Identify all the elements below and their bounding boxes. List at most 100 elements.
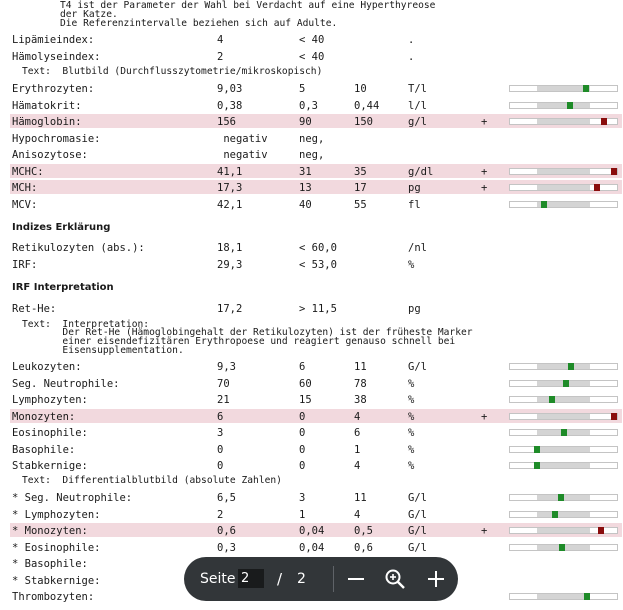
plus-icon xyxy=(428,571,444,587)
lab-name: Anisozytose: xyxy=(12,149,88,161)
range-bar xyxy=(509,527,618,534)
range-bar xyxy=(509,85,618,92)
lab-unit: pg xyxy=(408,303,421,315)
lab-flag: + xyxy=(481,525,488,537)
lab-unit: G/l xyxy=(408,541,427,554)
lab-name: * Eosinophile: xyxy=(12,541,101,554)
lab-unit: % xyxy=(408,410,415,423)
value-marker xyxy=(552,510,559,518)
reference-range xyxy=(536,397,591,402)
lab-ref-high: 11 xyxy=(354,492,367,504)
lab-unit: G/l xyxy=(408,525,427,537)
lab-value: 6 xyxy=(217,410,224,423)
lab-ref-low: < 40 xyxy=(299,34,325,46)
lab-value: 18,1 xyxy=(217,242,243,254)
lab-ref-low: > 11,5 xyxy=(299,303,337,315)
value-marker xyxy=(611,412,617,420)
lab-unit: G/l xyxy=(408,508,427,521)
fit-page-button[interactable] xyxy=(381,565,409,593)
lab-ref-high: 38 xyxy=(354,394,367,406)
lab-unit: pg xyxy=(408,182,421,194)
zoom-out-button[interactable] xyxy=(342,565,370,593)
pdf-toolbar: Seite / 2 xyxy=(184,557,458,601)
reference-range xyxy=(536,185,591,190)
lab-unit: G/l xyxy=(408,361,427,373)
lab-value: 17,2 xyxy=(217,303,243,315)
lab-value: 17,3 xyxy=(217,182,243,194)
reference-range xyxy=(536,364,591,369)
value-marker xyxy=(562,379,569,387)
lab-name: Seg. Neutrophile: xyxy=(12,377,120,390)
lab-ref-low: 0 xyxy=(299,460,306,472)
range-bar xyxy=(509,445,618,453)
minus-icon xyxy=(348,578,364,580)
lab-value: 4 xyxy=(217,34,224,46)
lab-ref-low: 0,3 xyxy=(299,99,318,112)
lab-name: MCV: xyxy=(12,198,38,211)
page-number-input[interactable] xyxy=(238,569,264,588)
range-bar xyxy=(509,363,618,370)
page-label: Seite xyxy=(200,571,236,587)
lab-name: * Seg. Neutrophile: xyxy=(12,492,133,504)
lab-ref-low: 60 xyxy=(299,377,312,390)
lab-value: 21 xyxy=(217,394,230,406)
lab-name: Hämatokrit: xyxy=(12,99,82,112)
lab-ref-low: 0,04 xyxy=(299,541,325,554)
lab-name: Ret-He: xyxy=(12,303,57,315)
lab-value: 41,1 xyxy=(217,165,243,178)
lab-ref-low: 0 xyxy=(299,410,306,423)
lab-name: IRF: xyxy=(12,259,38,271)
value-marker xyxy=(597,527,604,534)
lab-unit: % xyxy=(408,427,415,439)
lab-value: negativ xyxy=(217,132,268,145)
lab-name: Basophile: xyxy=(12,443,76,456)
reference-range xyxy=(536,528,591,533)
reference-range xyxy=(536,594,591,599)
lab-name: Hypochromasie: xyxy=(12,132,101,145)
lab-name: * Stabkernige: xyxy=(12,574,101,587)
lab-ref-high: 0,44 xyxy=(354,99,380,112)
lab-ref-high: 11 xyxy=(354,361,367,373)
lab-name: Retikulozyten (abs.): xyxy=(12,242,145,254)
value-marker xyxy=(593,184,600,191)
lab-name: Erythrozyten: xyxy=(12,83,95,95)
intro-line-2: der Katze. xyxy=(60,9,118,20)
lab-value: 9,03 xyxy=(217,83,243,95)
lab-value: 29,3 xyxy=(217,259,243,271)
lab-unit: l/l xyxy=(408,99,427,112)
reference-range xyxy=(536,446,591,452)
lab-name: MCH: xyxy=(12,182,38,194)
lab-ref-low: 15 xyxy=(299,394,312,406)
lab-ref-low: 31 xyxy=(299,165,312,178)
lab-ref-high: 4 xyxy=(354,508,361,521)
toolbar-divider xyxy=(333,566,334,592)
lab-ref-low: neg, xyxy=(299,132,325,145)
lab-name: * Monozyten: xyxy=(12,525,88,537)
lab-flag: + xyxy=(481,165,488,178)
zoom-in-button[interactable] xyxy=(422,565,450,593)
lab-name: Hämolyseindex: xyxy=(12,50,101,63)
interpretation-line-2: Der Ret-He (Hämoglobingehalt der Retikul… xyxy=(22,327,473,338)
lab-ref-high: 78 xyxy=(354,377,367,390)
highlight-row xyxy=(10,408,622,423)
lab-ref-high: 4 xyxy=(354,460,361,472)
value-marker xyxy=(558,494,565,501)
lab-name: Thrombozyten: xyxy=(12,591,95,603)
lab-unit: % xyxy=(408,394,415,406)
lab-unit: /nl xyxy=(408,242,427,254)
lab-name: MCHC: xyxy=(12,165,44,178)
range-bar xyxy=(509,462,618,469)
lab-ref-low: 13 xyxy=(299,182,312,194)
range-bar xyxy=(509,543,618,551)
lab-unit: g/dl xyxy=(408,165,434,178)
value-marker xyxy=(583,593,590,600)
lab-value: 0,6 xyxy=(217,525,236,537)
reference-range xyxy=(536,413,591,419)
value-marker xyxy=(600,118,607,125)
lab-value: 2 xyxy=(217,508,224,521)
lab-ref-high: 0,6 xyxy=(354,541,373,554)
interpretation-line-4: Eisensupplementation. xyxy=(22,345,184,356)
lab-ref-low: < 53,0 xyxy=(299,259,337,271)
range-bar xyxy=(509,379,618,387)
